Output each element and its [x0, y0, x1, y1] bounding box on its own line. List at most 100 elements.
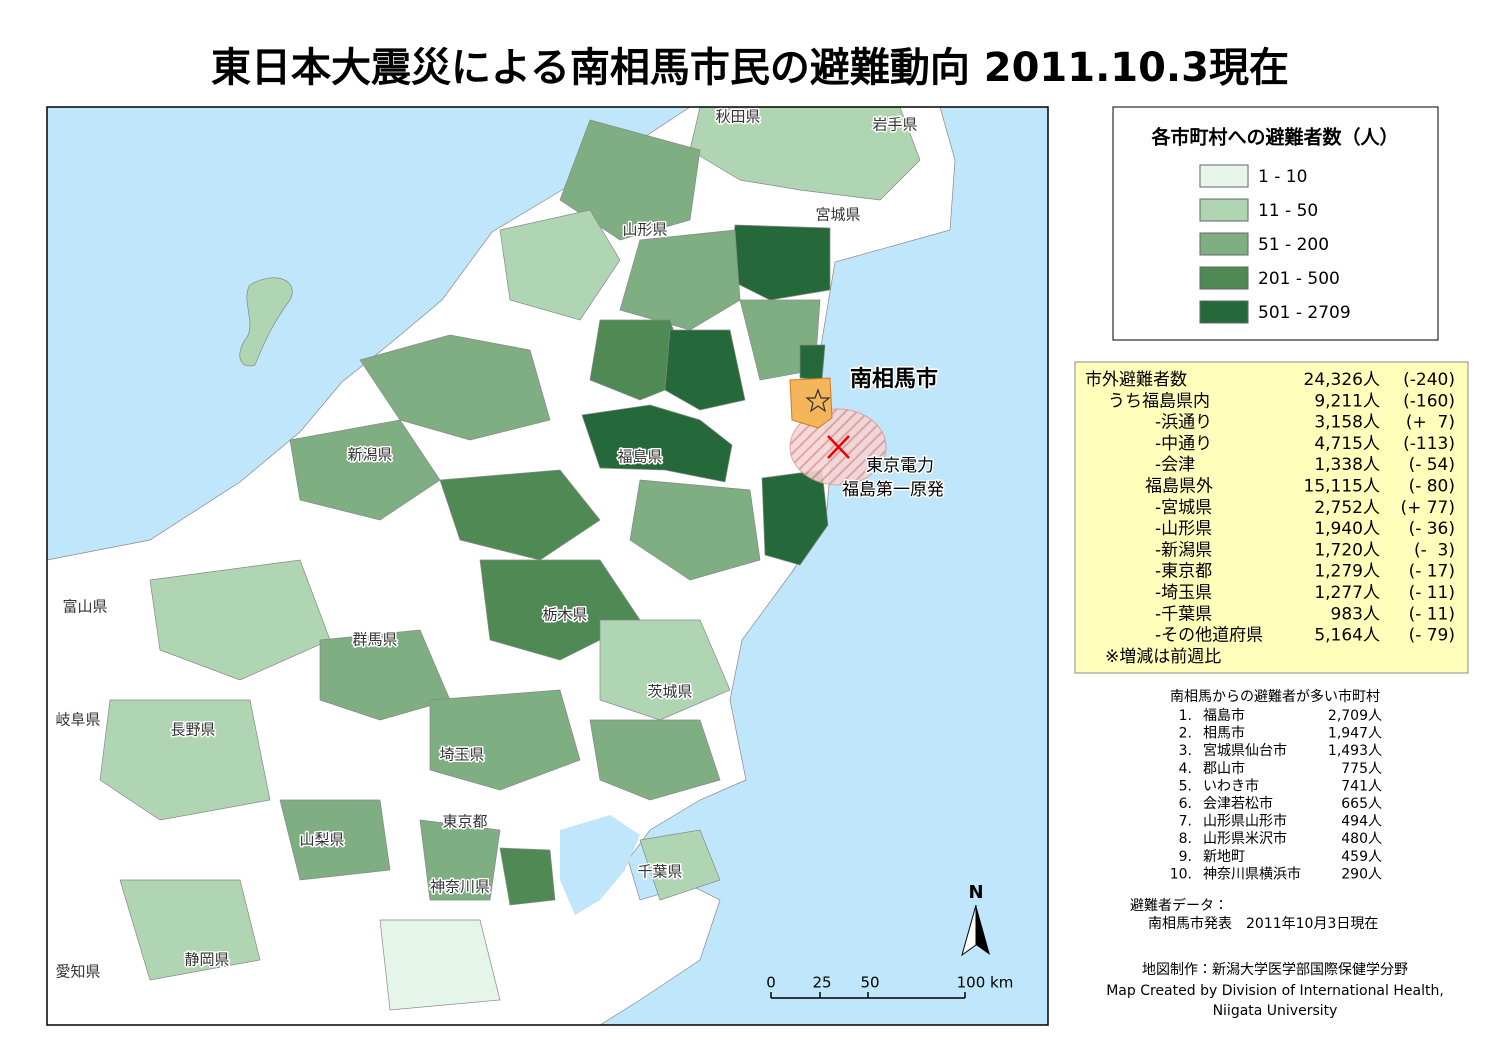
region: [581, 404, 733, 483]
rank-number: 7.: [1179, 814, 1192, 830]
stats-label: -千葉県: [1155, 604, 1212, 624]
legend-label: 51 - 200: [1258, 235, 1329, 255]
plant-label: 東京電力: [866, 456, 934, 476]
stats-value: 1,279人: [1314, 562, 1380, 582]
stats-change: (- 54): [1409, 455, 1455, 475]
scale-label: 50: [860, 974, 879, 992]
title: 東日本大震災による南相馬市民の避難動向 2011.10.3現在: [211, 45, 1289, 91]
map-frame: [46, 106, 1049, 1026]
rank-name: 神奈川県横浜市: [1203, 866, 1301, 882]
legend-title: 各市町村への避難者数（人）: [1150, 126, 1398, 149]
stats-label: -埼玉県: [1155, 583, 1212, 603]
rank-number: 4.: [1179, 761, 1192, 777]
stats-label: -宮城県: [1155, 498, 1212, 518]
legend-swatch: [1199, 266, 1249, 290]
scale-label: 0: [766, 974, 776, 992]
rank-name: いわき市: [1203, 778, 1259, 794]
prefecture-label: 茨城県: [647, 683, 692, 701]
rank-name: 新地町: [1203, 849, 1245, 865]
prefecture-label: 福島県: [617, 448, 662, 466]
legend-swatch: [1199, 232, 1249, 256]
legend-label: 201 - 500: [1258, 269, 1340, 289]
region: [149, 559, 331, 681]
stats-change: (- 17): [1409, 562, 1455, 582]
prefecture-label: 東京都: [442, 813, 487, 831]
region: [319, 629, 451, 721]
rank-value: 459人: [1341, 849, 1382, 865]
prefecture-label: 静岡県: [184, 951, 229, 969]
rank-value: 1,493人: [1328, 743, 1382, 759]
stats-change: (- 80): [1409, 477, 1455, 497]
rank-name: 会津若松市: [1203, 796, 1273, 812]
stats-change: (-160): [1403, 391, 1455, 411]
stats-value: 9,211人: [1314, 391, 1380, 411]
stats-value: 2,752人: [1314, 498, 1380, 518]
stats-label: -会津: [1155, 455, 1195, 475]
region: [599, 619, 731, 721]
stats-value: 4,715人: [1314, 434, 1380, 454]
region: [429, 689, 581, 791]
stats-value: 1,338人: [1314, 455, 1380, 475]
stats-value: 1,720人: [1314, 540, 1380, 560]
stats-value: 3,158人: [1314, 413, 1380, 433]
rank-value: 290人: [1341, 866, 1382, 882]
stats-change: (-240): [1403, 370, 1455, 390]
rank-name: 相馬市: [1203, 726, 1245, 742]
rank-number: 8.: [1179, 831, 1192, 847]
stats-label: -山形県: [1155, 519, 1212, 539]
prefecture-label: 富山県: [62, 598, 107, 616]
tokyo-bay: [560, 815, 640, 915]
stats-label: 市外避難者数: [1085, 370, 1187, 390]
region: [99, 699, 271, 821]
prefecture-label: 秋田県: [715, 108, 760, 126]
region: [379, 919, 501, 1011]
region: [799, 344, 826, 381]
legend-label: 11 - 50: [1258, 201, 1318, 221]
prefecture-label: 千葉県: [637, 863, 682, 881]
rank-value: 1,947人: [1328, 726, 1382, 742]
rank-name: 山形県山形市: [1203, 814, 1287, 830]
city-hall-star: [805, 388, 831, 413]
rank-name: 福島市: [1203, 708, 1245, 724]
sado-island: [239, 277, 293, 367]
rank-value: 741人: [1341, 778, 1382, 794]
legend-swatch: [1199, 300, 1249, 324]
municipalities: [99, 107, 921, 1011]
source-text: 南相馬市発表 2011年10月3日現在: [1148, 916, 1378, 932]
region: [419, 819, 501, 901]
rank-number: 9.: [1179, 849, 1192, 865]
rank-value: 775人: [1341, 761, 1382, 777]
rank-number: 1.: [1179, 708, 1192, 724]
prefecture-label: 愛知県: [55, 963, 100, 981]
stats-box: [1074, 361, 1469, 674]
credit: Niigata University: [1213, 1003, 1338, 1019]
region: [619, 229, 741, 331]
region: [639, 829, 721, 901]
stats-change: (- 11): [1409, 583, 1455, 603]
rank-value: 665人: [1341, 796, 1382, 812]
region: [559, 119, 701, 241]
region: [279, 799, 391, 881]
north-arrow: [961, 904, 977, 957]
stats-change: (-113): [1403, 434, 1455, 454]
legend: 1 - 10 11 - 50 51 - 200 201 - 500 501 - 2709: [1199, 164, 1351, 324]
scale-label: 25: [812, 974, 831, 992]
source-label: 避難者データ：: [1130, 897, 1228, 914]
stats-label: 福島県外: [1145, 477, 1213, 497]
rank-value: 480人: [1341, 831, 1382, 847]
region: [499, 209, 621, 321]
prefecture-label: 埼玉県: [439, 746, 484, 764]
prefecture-label: 新潟県: [347, 446, 392, 464]
stats-change: (+ 7): [1406, 413, 1455, 433]
stats-change: (- 11): [1409, 604, 1455, 624]
prefecture-label: 山形県: [622, 221, 667, 239]
region: [289, 419, 441, 521]
stats-label: うち福島県内: [1108, 391, 1210, 411]
prefecture-label: 栃木県: [542, 606, 587, 624]
stats: 市外避難者数 24,326人 (-240) うち福島県内 9,211人 (-160) -浜通…: [1085, 370, 1455, 646]
prefecture-label: 宮城県: [815, 206, 860, 224]
legend-swatch: [1199, 198, 1249, 222]
